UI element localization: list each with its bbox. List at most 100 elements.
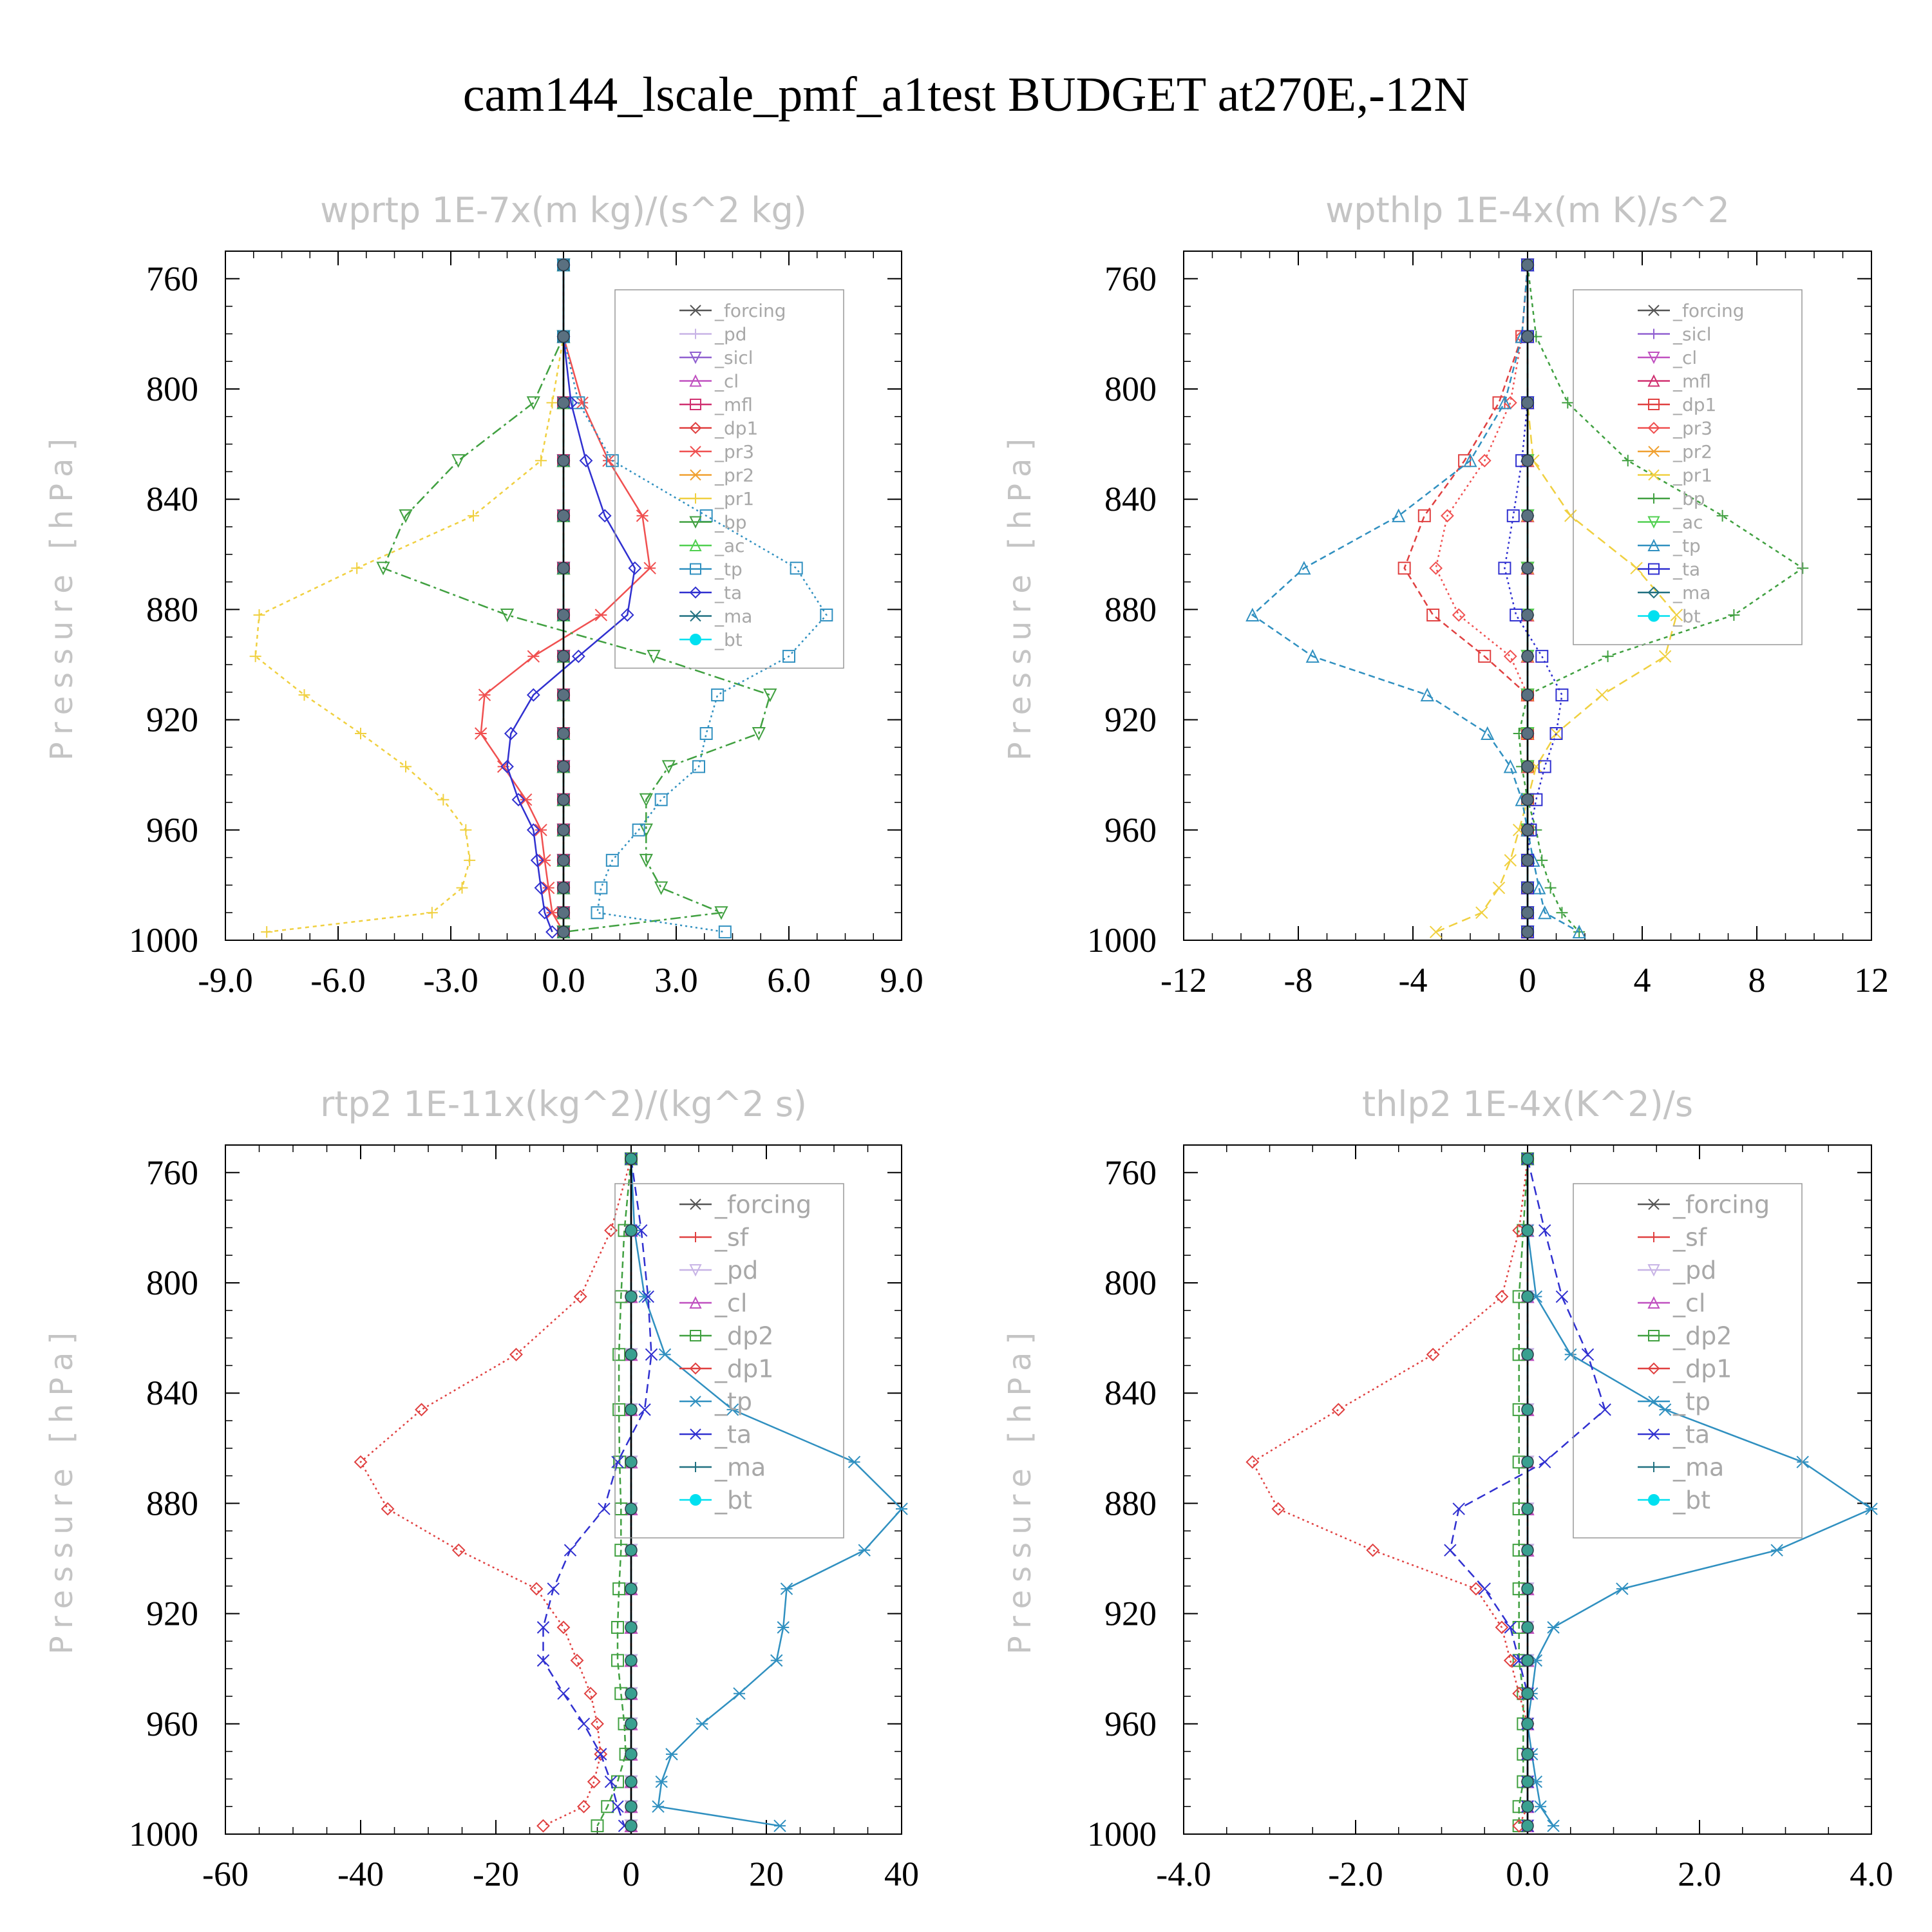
data-point bbox=[1670, 609, 1683, 621]
y-tick-label: 1000 bbox=[129, 1815, 198, 1853]
legend-label: _ta bbox=[714, 582, 742, 603]
data-point bbox=[1331, 1403, 1345, 1417]
legend-marker bbox=[1648, 1396, 1660, 1407]
zero-marker bbox=[1521, 396, 1534, 410]
data-point bbox=[583, 1687, 598, 1701]
y-axis-label: Pressure [hPa] bbox=[1002, 1325, 1038, 1654]
data-point bbox=[655, 1775, 668, 1788]
data-point bbox=[591, 906, 604, 920]
data-point bbox=[570, 1653, 584, 1667]
legend-label: _mfl bbox=[714, 394, 753, 415]
zero-marker bbox=[625, 1582, 638, 1595]
legend-entry: _cl bbox=[1638, 347, 1697, 368]
legend-label: _forcing bbox=[714, 300, 786, 321]
legend-marker bbox=[690, 1494, 701, 1506]
series_tp bbox=[1245, 258, 1586, 939]
data-point bbox=[1658, 650, 1672, 663]
data-point bbox=[858, 1544, 871, 1557]
zero-marker bbox=[1521, 258, 1534, 272]
data-point bbox=[711, 688, 724, 702]
data-point bbox=[1544, 882, 1557, 894]
panel-3: rtp2 1E-11x(kg^2)/(kg^2 s) Pressure [hPa]… bbox=[44, 1084, 919, 1893]
zero-marker bbox=[1521, 454, 1534, 468]
data-point bbox=[1495, 1620, 1509, 1634]
data-point bbox=[400, 761, 412, 773]
data-point bbox=[536, 1819, 550, 1833]
data-point bbox=[1444, 1544, 1457, 1557]
x-tick-label: -4.0 bbox=[1156, 1855, 1211, 1893]
legend-label: _bt bbox=[714, 1486, 752, 1514]
legend-marker bbox=[690, 563, 701, 575]
panel-2: wpthlp 1E-4x(m K)/s^2 Pressure [hPa] -12 -8… bbox=[1002, 190, 1889, 999]
data-point bbox=[611, 1775, 624, 1788]
legend-label: _pd bbox=[714, 323, 747, 345]
y-tick-label: 920 bbox=[1104, 1595, 1157, 1633]
y-tick-label: 800 bbox=[146, 1264, 198, 1302]
x-tick-label: -12 bbox=[1160, 961, 1207, 999]
legend-marker bbox=[1649, 1232, 1659, 1242]
legend-marker bbox=[690, 1462, 701, 1472]
data-point bbox=[1512, 1819, 1526, 1833]
data-point bbox=[1598, 1403, 1611, 1416]
data-point bbox=[1497, 395, 1512, 410]
series-line bbox=[254, 265, 565, 933]
data-point bbox=[777, 1621, 790, 1634]
data-point bbox=[1658, 1403, 1672, 1416]
data-point bbox=[1420, 687, 1434, 702]
y-tick-label: 1000 bbox=[129, 921, 198, 960]
data-point bbox=[620, 608, 634, 622]
legend-marker bbox=[1647, 586, 1660, 599]
data-point bbox=[1572, 924, 1586, 939]
data-point bbox=[1426, 608, 1440, 621]
legend-box bbox=[614, 1183, 844, 1539]
zero-marker bbox=[1521, 650, 1534, 663]
legend-marker bbox=[690, 1198, 701, 1210]
data-point bbox=[1512, 1800, 1526, 1814]
legend-entry: _dp1 bbox=[1638, 1354, 1732, 1383]
legend-entry: _tp bbox=[1638, 535, 1701, 556]
plot-frame bbox=[225, 1144, 902, 1835]
data-point bbox=[1562, 397, 1574, 409]
data-point bbox=[451, 1543, 466, 1557]
zero-marker bbox=[625, 1718, 638, 1730]
data-point bbox=[530, 853, 544, 867]
legend-label: _cl bbox=[1672, 1289, 1705, 1317]
data-point bbox=[1392, 508, 1406, 522]
data-point bbox=[1564, 1348, 1577, 1361]
data-point bbox=[594, 881, 608, 895]
x-tick-label: -2.0 bbox=[1328, 1855, 1383, 1893]
data-point bbox=[1538, 1455, 1551, 1468]
zero-marker bbox=[1521, 1748, 1534, 1761]
legend-entry: _mfl bbox=[679, 394, 753, 415]
zero-marker bbox=[1521, 1621, 1534, 1634]
data-point bbox=[1622, 455, 1634, 467]
zero-marker bbox=[1521, 1582, 1534, 1595]
legend-entry: _ac bbox=[1638, 511, 1703, 533]
data-point bbox=[1503, 649, 1517, 663]
data-point bbox=[1452, 608, 1466, 622]
zero-marker bbox=[557, 881, 570, 895]
legend-marker bbox=[1647, 374, 1660, 387]
data-point bbox=[451, 454, 466, 468]
legend: _forcing_sicl_cl_mfl_dp1_pr3_pr2_pr1_bp_… bbox=[1573, 289, 1803, 645]
legend-label: _pd bbox=[1672, 1256, 1716, 1284]
zero-marker bbox=[1521, 727, 1534, 740]
data-point bbox=[661, 760, 676, 774]
data-point bbox=[763, 688, 777, 703]
data-point bbox=[611, 1800, 624, 1813]
zero-marker bbox=[625, 1621, 638, 1634]
data-point bbox=[547, 1582, 560, 1595]
data-point bbox=[692, 760, 705, 773]
legend-entry: _cl bbox=[1638, 1289, 1705, 1317]
data-point bbox=[598, 509, 612, 523]
data-point bbox=[249, 650, 261, 663]
y-tick-label: 880 bbox=[146, 590, 198, 629]
data-point bbox=[545, 906, 559, 919]
legend-label: _ma bbox=[714, 1453, 766, 1481]
legend-box bbox=[614, 289, 844, 669]
zero-marker bbox=[1521, 1654, 1534, 1667]
panel-4: thlp2 1E-4x(K^2)/s Pressure [hPa] -4.0 -2.0… bbox=[1002, 1084, 1893, 1893]
data-point bbox=[1417, 509, 1431, 522]
data-point bbox=[1504, 854, 1517, 867]
legend-label: _tp bbox=[714, 1387, 752, 1416]
